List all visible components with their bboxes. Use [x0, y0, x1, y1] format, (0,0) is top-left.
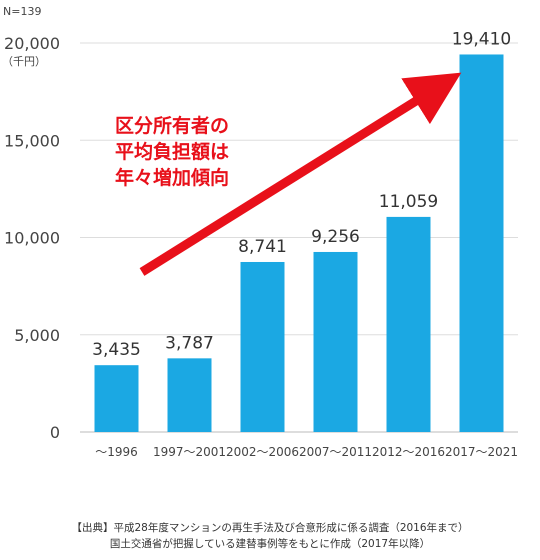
trend-arrow	[139, 72, 462, 276]
bar	[167, 358, 212, 432]
source-line-1: 【出典】平成28年度マンションの再生手法及び合意形成に係る調査（2016年まで）	[71, 522, 469, 534]
y-tick-label: 20,000	[4, 34, 60, 53]
x-category-label: 2007～2011	[299, 445, 372, 459]
source-line-2: 国土交通省が把握している建替事例等をもとに作成（2017年以降）	[109, 538, 431, 550]
unit-label: （千円）	[2, 55, 46, 68]
x-category-label: 2002～2006	[226, 445, 299, 459]
annotation-line-3: 年々増加傾向	[115, 166, 229, 189]
y-tick-label: 0	[50, 423, 60, 442]
annotation-line-2: 平均負担額は	[115, 140, 229, 163]
bar	[240, 261, 285, 432]
bar	[459, 54, 504, 433]
x-category-label: ～1996	[95, 445, 138, 459]
bar-value-label: 8,741	[238, 237, 287, 257]
bar	[386, 216, 431, 432]
x-category-label: 2012～2016	[372, 445, 445, 459]
bar-value-label: 3,435	[92, 340, 141, 360]
x-axis: ～1996 1997～2001 2002～2006 2007～2011 2012～201…	[95, 445, 518, 459]
bar-value-label: 19,410	[452, 29, 511, 49]
bar	[94, 365, 139, 432]
annotation-line-1: 区分所有者の	[115, 114, 229, 137]
bars: 3,435 3,787 8,741 9,256 11,059 19,410	[92, 29, 511, 433]
y-axis: 0 5,000 10,000 15,000 20,000	[4, 34, 60, 442]
y-tick-label: 5,000	[14, 326, 60, 345]
bar-value-label: 3,787	[165, 333, 214, 353]
y-tick-label: 10,000	[4, 229, 60, 248]
bar-value-label: 9,256	[311, 227, 360, 247]
bar-value-label: 11,059	[379, 192, 438, 212]
bar	[313, 251, 358, 432]
source-note: 【出典】平成28年度マンションの再生手法及び合意形成に係る調査（2016年まで）…	[0, 520, 540, 552]
sample-size-label: N=139	[3, 5, 41, 18]
annotation-text: 区分所有者の 平均負担額は 年々増加傾向	[115, 114, 229, 189]
gridlines	[80, 42, 518, 433]
x-category-label: 1997～2001	[153, 445, 226, 459]
bar-chart: 0 5,000 10,000 15,000 20,000 3,435 3,787 8,741…	[2, 5, 518, 459]
x-category-label: 2017～2021	[445, 445, 518, 459]
y-tick-label: 15,000	[4, 131, 60, 150]
